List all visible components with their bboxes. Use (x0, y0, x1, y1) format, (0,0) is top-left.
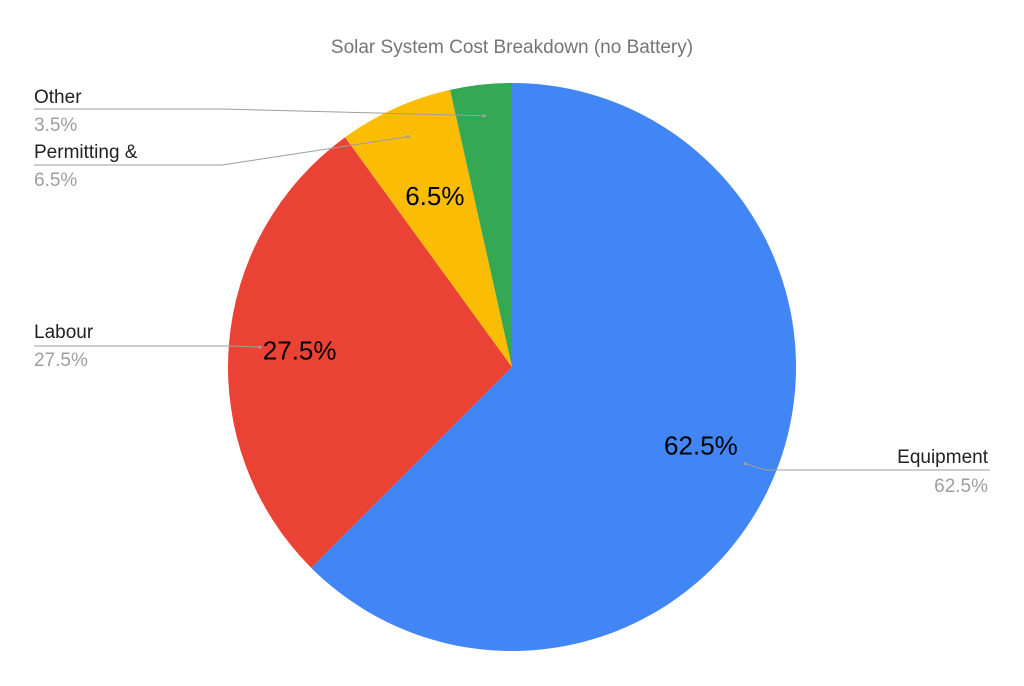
callout-percent-label: 62.5% (934, 476, 988, 497)
slice-labels: 62.5% 27.5% 6.5% (263, 181, 738, 460)
leader-dot (406, 135, 410, 139)
pie-slices (228, 83, 796, 651)
callout-percent-label: 6.5% (34, 170, 77, 191)
pie-slice-permitting (345, 89, 512, 368)
callout-category-label: Other (34, 87, 82, 108)
slice-percent-label: 27.5% (263, 335, 337, 365)
leader-callouts: Equipment 62.5% Labour 27.5% Permitting & 6.5… (34, 87, 990, 497)
pie-slice-labour (228, 137, 512, 568)
leader-line (745, 463, 990, 471)
pie-slice-other (450, 83, 512, 367)
callout-category-label: Labour (34, 322, 94, 343)
leader-line (34, 136, 409, 166)
callout-percent-label: 27.5% (34, 350, 88, 371)
callout-percent-label: 3.5% (34, 115, 77, 136)
leader-line (34, 345, 261, 348)
callout-category-label: Equipment (897, 447, 989, 468)
slice-percent-label: 62.5% (664, 430, 738, 460)
chart-title: Solar System Cost Breakdown (no Battery) (331, 37, 693, 58)
pie-slice-equipment (311, 83, 796, 651)
callout-category-label: Permitting & (34, 142, 138, 163)
slice-percent-label: 6.5% (405, 181, 464, 211)
leader-line (34, 108, 485, 117)
